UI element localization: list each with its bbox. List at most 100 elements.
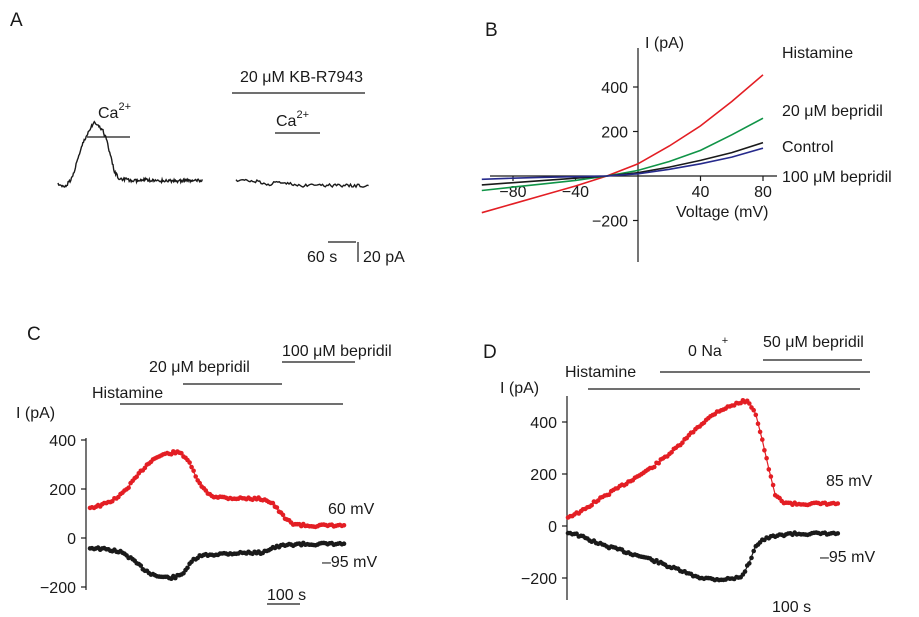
iv-x-tick-label: 80 [754,184,772,201]
iv-x-tick-label: 40 [692,184,710,201]
ca-label-left: Ca2+ [98,101,131,122]
d-point [652,464,657,470]
c-label-60mv: 60 mV [328,501,375,518]
d-y-label: I (pA) [500,380,539,397]
iv-y-tick-label: 400 [601,80,628,97]
drug-label: 20 μM KB-R7943 [240,69,363,86]
c-y-tick-label: 200 [49,482,76,499]
d-label-minus95mv: –95 mV [820,549,875,566]
c-point [280,512,286,518]
d-point [760,437,765,442]
trace-a-kbr-line [235,178,369,189]
c-trace-60mv [87,449,347,530]
d-point [747,561,752,566]
panel-a-letter: A [10,10,23,31]
c-y-tick-label: 0 [67,531,76,548]
d-point [753,412,759,418]
c-y-tick-label: 400 [49,433,76,450]
trace-a-kbr [235,178,369,189]
c-point [187,460,192,465]
c-point [341,541,347,546]
iv-y-tick-label: −200 [592,214,628,231]
c-point [138,563,144,568]
c-line [89,543,346,579]
histamine-label-d: Histamine [565,364,636,381]
trace-a-control-line [57,120,203,188]
d-point [656,460,661,466]
d-point [757,429,763,435]
iv-curve-0 [481,74,764,214]
c-point [341,523,347,528]
c-point [179,450,184,456]
panel-b-letter: B [485,20,498,41]
d-ticks: −200 0 200 400 [521,415,567,588]
c-point [270,500,276,506]
legend-bepridil-100: 100 μM bepridil [782,169,892,186]
iv-curves [481,74,764,214]
c-point [142,465,148,471]
legend-histamine: Histamine [782,45,853,62]
bep50-label: 50 μM bepridil [763,334,864,351]
d-point [751,548,756,554]
d-point [835,531,841,536]
d-point [762,448,767,453]
iv-curve-3 [481,147,764,181]
c-scale-label: 100 s [267,587,306,604]
trace-a-control [57,120,203,188]
c-y-label: I (pA) [16,405,55,422]
d-point [766,467,772,472]
c-point [134,474,139,480]
c-point [189,464,194,470]
d-point [669,450,674,455]
d-point [770,482,776,488]
c-ticks: −200 0 200 400 [40,433,86,597]
d-label-85mv: 85 mV [826,473,873,490]
iv-y-tick-label: 200 [601,125,628,142]
iv-curve-1 [481,117,764,192]
ca-label-right: Ca2+ [276,109,309,130]
d-point [764,455,769,461]
panel-d: D 0 Na+ 50 μM bepridil Histamine I (pA) … [483,334,875,616]
d-line [567,400,840,518]
d-trace-minus95mv [565,530,841,583]
c-point [193,474,198,479]
iv-y-label: I (pA) [645,35,684,52]
panel-c: C 100 μM bepridil 20 μM bepridil Histami… [16,324,392,605]
c-point [126,485,131,491]
d-y-tick-label: −200 [521,571,557,588]
scale-label-time: 60 s [307,249,337,266]
d-point [749,555,754,561]
bep20-label: 20 μM bepridil [149,359,250,376]
na-label: 0 Na+ [688,335,728,360]
d-point [606,492,612,498]
c-y-tick-label: −200 [40,580,76,597]
d-point [835,501,841,506]
c-point [185,565,190,571]
d-point [742,569,748,574]
d-point [768,474,774,479]
panel-d-letter: D [483,342,497,363]
d-point [747,401,752,406]
panel-a: A Ca2+ 20 μM KB-R7943 Ca2+ 60 s 20 pA [10,10,405,266]
d-scale-label: 100 s [772,599,811,616]
c-point [191,468,196,474]
c-label-minus95mv: –95 mV [322,554,377,571]
scale-label-current: 20 pA [363,249,405,266]
bep100-label: 100 μM bepridil [282,343,392,360]
c-trace-minus95mv [87,540,347,581]
d-y-tick-label: 200 [530,467,557,484]
d-y-tick-label: 0 [548,519,557,536]
d-point [755,421,761,427]
iv-x-label: Voltage (mV) [676,204,768,221]
c-point [197,480,202,486]
legend-control: Control [782,139,834,156]
d-point [589,503,594,508]
d-y-tick-label: 400 [530,415,557,432]
d-trace-85mv [565,398,841,520]
legend-bepridil-20: 20 μM bepridil [782,103,883,120]
d-point [751,407,756,413]
c-point [274,505,280,510]
d-point [680,440,685,446]
